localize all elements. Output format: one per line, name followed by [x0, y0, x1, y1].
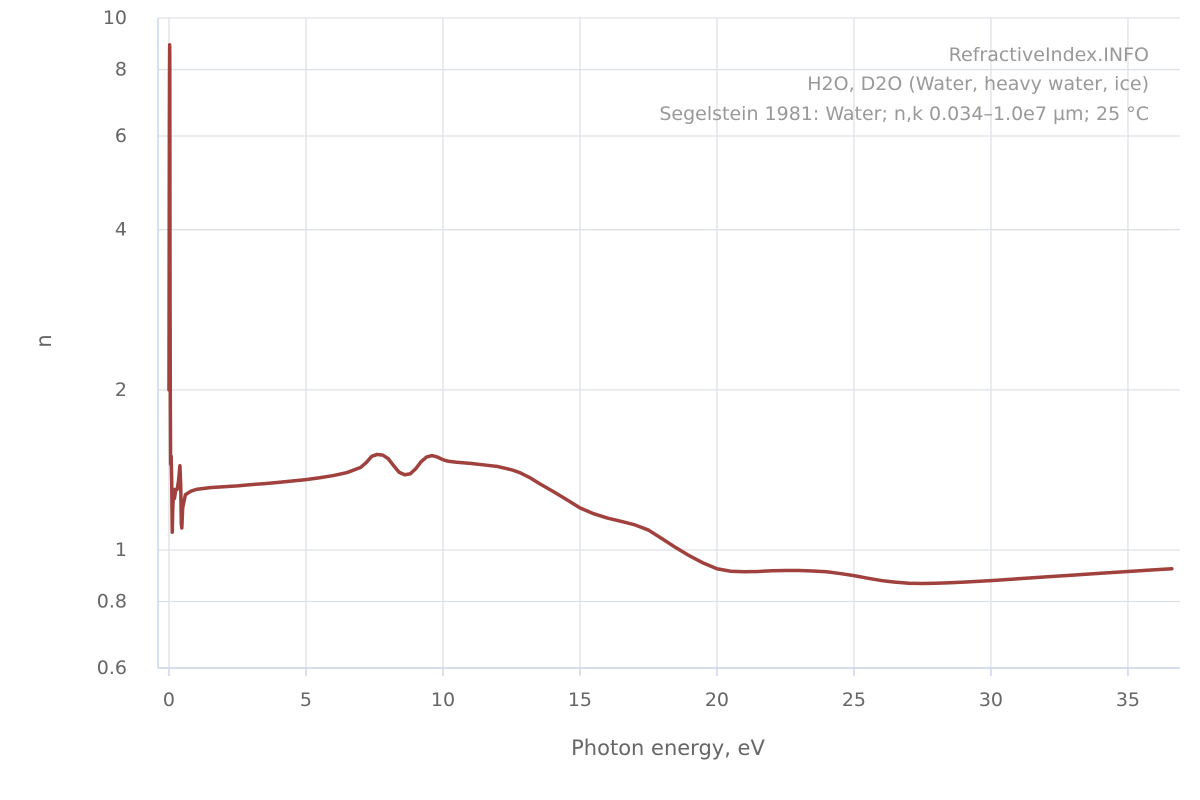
y-tick-label: 0.6 [97, 657, 127, 679]
y-tick-label: 10 [103, 7, 127, 29]
x-tick-label: 30 [979, 689, 1003, 711]
x-axis-title: Photon energy, eV [571, 736, 765, 760]
grid-lines [158, 17, 1180, 669]
annotation-site: RefractiveIndex.INFO [949, 44, 1149, 66]
x-tick-label: 20 [705, 689, 729, 711]
y-axis-title: n [32, 334, 56, 347]
annotation-reference: Segelstein 1981: Water; n,k 0.034–1.0e7 … [659, 103, 1149, 125]
y-tick-label: 4 [115, 219, 127, 241]
series-line-n [167, 43, 1174, 586]
series-group [167, 43, 1174, 586]
x-tick-label: 25 [842, 689, 866, 711]
source-annotations: RefractiveIndex.INFO H2O, D2O (Water, he… [659, 44, 1149, 125]
x-tick-label: 10 [431, 689, 455, 711]
x-tick-label: 35 [1116, 689, 1140, 711]
annotation-material: H2O, D2O (Water, heavy water, ice) [807, 73, 1149, 95]
y-tick-label: 2 [115, 379, 127, 401]
axes [157, 18, 1180, 669]
y-tick-label: 1 [115, 539, 127, 561]
x-tick-label: 0 [163, 689, 175, 711]
y-axis-ticks: 0.6 0.8 1 2 4 6 8 10 [97, 7, 127, 679]
x-tick-label: 15 [568, 689, 592, 711]
x-tick-label: 5 [300, 689, 312, 711]
y-tick-label: 0.8 [97, 591, 127, 613]
y-tick-label: 8 [115, 59, 127, 81]
x-axis-ticks: 0 5 10 15 20 25 30 35 [163, 668, 1140, 711]
y-tick-label: 6 [115, 125, 127, 147]
